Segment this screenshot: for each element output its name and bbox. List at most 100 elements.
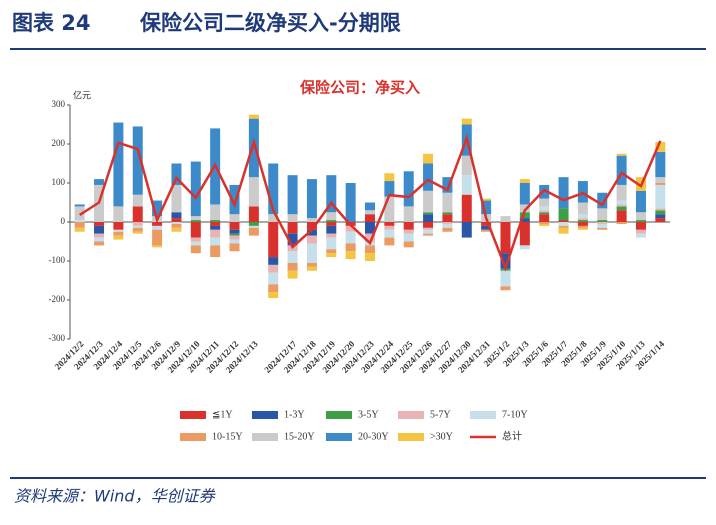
bar-segment [461, 194, 472, 222]
bar-segment [500, 222, 511, 254]
y-tick-label: -300 [49, 333, 66, 343]
legend-label: ≦1Y [212, 409, 233, 420]
bar-segment [132, 194, 143, 207]
bar-segment [326, 249, 337, 254]
bar-segment [423, 163, 434, 191]
bar-segment [268, 292, 279, 299]
bar-segment [132, 231, 143, 234]
legend-label: 7-10Y [502, 409, 528, 420]
bar-segment [74, 206, 85, 221]
bar-segment [597, 222, 608, 224]
y-tick-label: 0 [61, 216, 66, 226]
bar-segment [94, 241, 105, 246]
bar-segment [461, 118, 472, 125]
bar-segment [171, 223, 182, 228]
bar-segment [306, 222, 317, 230]
bar-segment [306, 266, 317, 271]
bar-segment [384, 196, 395, 222]
bar-segment [539, 206, 550, 211]
bar-segment [268, 214, 279, 222]
bar-segment [326, 220, 337, 222]
bar-segment [113, 231, 124, 236]
bar-segment [306, 218, 317, 222]
bar-segment [461, 222, 472, 238]
bar-segment [384, 222, 395, 226]
bar-segment [442, 212, 453, 215]
bar-segment [539, 198, 550, 207]
bar-segment [287, 233, 298, 246]
bar-segment [287, 222, 298, 234]
bar-segment [365, 210, 375, 215]
bar-segment [442, 227, 453, 232]
bar-segment [210, 225, 221, 230]
bar-segment [171, 227, 182, 232]
bar-segment [500, 270, 511, 287]
bar-segment [577, 227, 588, 230]
bar-segment [94, 237, 105, 242]
bar-segment [190, 222, 201, 238]
bar-segment [132, 222, 143, 226]
bar-segment [365, 245, 375, 254]
bar-segment [132, 126, 143, 195]
bar-segment [74, 204, 85, 207]
bar-segment [577, 220, 588, 222]
bar-segment [94, 222, 105, 226]
bar-segment [229, 229, 240, 234]
legend-swatch [470, 411, 496, 419]
legend-swatch [398, 433, 424, 441]
bar-segment [248, 222, 259, 226]
legend-label: 15-20Y [284, 431, 315, 442]
bar-segment [113, 122, 124, 207]
bar-segment [190, 161, 201, 217]
bar-segment [519, 222, 530, 246]
bar-segment [287, 262, 298, 271]
bar-segment [384, 173, 395, 182]
bar-segment [210, 222, 221, 226]
bar-segment [519, 183, 530, 205]
bar-segment [519, 204, 530, 213]
bar-segment [287, 214, 298, 222]
bar-segment [268, 222, 279, 258]
bar-segment [152, 200, 163, 217]
bar-segment [365, 222, 375, 234]
bar-segment [655, 142, 666, 152]
chart-title: 保险公司：净买入 [299, 79, 420, 97]
bar-segment [481, 229, 492, 232]
bar-segment [481, 198, 492, 201]
bar-segment [248, 118, 259, 178]
y-tick-label: 200 [52, 138, 66, 148]
bar-segment [558, 227, 569, 234]
y-tick-label: 300 [52, 99, 66, 109]
bar-segment [635, 229, 646, 234]
legend-swatch [252, 433, 278, 441]
bar-segment [94, 233, 105, 238]
bar-segment [268, 284, 279, 293]
bar-segment [113, 229, 124, 232]
legend-label: 20-30Y [358, 431, 389, 442]
bar-segment [190, 245, 201, 254]
bar-segment [597, 227, 608, 230]
bar-segment [229, 233, 240, 236]
bar-segment [423, 233, 434, 236]
bar-segment [152, 229, 163, 246]
bar-segment [655, 184, 666, 209]
bar-segment [539, 214, 550, 222]
bar-segment [577, 222, 588, 226]
legend-swatch [180, 411, 206, 419]
bar-segment [287, 270, 298, 279]
bar-segment [616, 200, 627, 205]
bar-segment [190, 216, 201, 221]
bar-segment [519, 218, 530, 222]
bar-segment [113, 206, 124, 222]
bar-segment [481, 200, 492, 215]
bar-segment [403, 171, 414, 207]
bar-segment [539, 223, 550, 226]
bar-segment [113, 222, 124, 230]
bar-segment [577, 225, 588, 228]
bar-segment [635, 233, 646, 238]
bar-segment [345, 225, 356, 232]
bar-segment [519, 212, 530, 219]
legend-label: 10-15Y [212, 431, 243, 442]
bar-segment [597, 208, 608, 221]
bar-segment [229, 235, 240, 240]
